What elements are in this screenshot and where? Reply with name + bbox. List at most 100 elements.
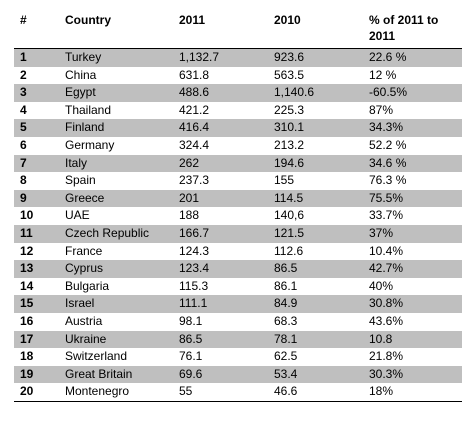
cell-rank: 3	[14, 84, 59, 102]
cell-2011: 324.4	[179, 137, 210, 152]
table-row: 18 Switzerland 76.1 62.5 21.8%	[14, 348, 462, 366]
cell-country: Germany	[65, 137, 115, 152]
cell-2011: 115.3	[179, 278, 209, 293]
cell-2010: 84.9	[268, 295, 363, 313]
table-row: 16 Austria 98.1 68.3 43.6%	[14, 313, 462, 331]
cell-2011: 76.1	[179, 349, 203, 364]
header-row: # Country 2011 2010 % of 2011 to 2011	[14, 10, 462, 49]
header-country: Country	[59, 10, 173, 49]
cell-percent-change: 87%	[369, 102, 394, 117]
cell-2011: 201	[173, 189, 268, 208]
cell-country: Turkey	[59, 48, 173, 67]
cell-2011: 111.1	[173, 295, 268, 313]
table-row: 2 China 631.8 563.5 12 %	[14, 67, 462, 85]
cell-percent-change: 33.7%	[369, 208, 404, 223]
cell-country: Cyprus	[59, 260, 173, 278]
cell-2010: 86.1	[274, 278, 298, 293]
header-percent-change: % of 2011 to 2011	[363, 10, 462, 49]
cell-country: Switzerland	[65, 349, 128, 364]
table-row: 20 Montenegro 55 46.6 18%	[14, 383, 462, 402]
cell-2011: 416.4	[173, 119, 268, 137]
table-header: # Country 2011 2010 % of 2011 to 2011	[14, 10, 462, 49]
cell-rank: 11	[14, 224, 59, 243]
cell-2010: 213.2	[274, 137, 305, 152]
table-row: 15 Israel 111.1 84.9 30.8%	[14, 295, 462, 313]
cell-2010: 563.5	[274, 67, 305, 82]
cell-2010: 923.6	[268, 48, 363, 67]
cell-country: Thailand	[65, 102, 112, 117]
cell-percent-change: 30.3%	[363, 365, 462, 384]
header-2011: 2011	[173, 10, 268, 49]
cell-2011: 123.4	[173, 260, 268, 278]
cell-rank: 2	[20, 67, 27, 82]
cell-rank: 20	[14, 383, 59, 402]
cell-2011: 488.6	[173, 84, 268, 102]
cell-country: Montenegro	[59, 383, 173, 402]
cell-2010: 78.1	[268, 330, 363, 349]
cell-2010: 1,140.6	[268, 84, 363, 102]
cell-rank: 19	[14, 365, 59, 384]
cell-rank: 8	[20, 173, 27, 188]
cell-percent-change: 76.3 %	[369, 173, 407, 188]
cell-country: Finland	[59, 119, 173, 137]
cell-2010: 68.3	[274, 313, 298, 328]
cell-percent-change: 30.8%	[363, 295, 462, 313]
table-row: 19 Great Britain 69.6 53.4 30.3%	[14, 365, 462, 384]
cell-rank: 9	[14, 189, 59, 208]
cell-2011: 421.2	[179, 102, 210, 117]
cell-percent-change: 52.2 %	[369, 137, 407, 152]
cell-rank: 4	[20, 102, 27, 117]
cell-2010: 310.1	[268, 119, 363, 137]
cell-2010: 194.6	[268, 154, 363, 173]
cell-rank: 6	[20, 137, 27, 152]
cell-2010: 112.6	[274, 243, 304, 258]
cell-2011: 631.8	[179, 67, 210, 82]
cell-2011: 124.3	[179, 243, 210, 258]
cell-country: Spain	[65, 173, 96, 188]
table-row: 8 Spain 237.3 155 76.3 %	[14, 172, 462, 190]
cell-2011: 188	[179, 208, 200, 223]
cell-percent-change: 43.6%	[369, 313, 404, 328]
cell-2010: 62.5	[274, 349, 298, 364]
cell-2010: 225.3	[274, 102, 305, 117]
table-row: 7 Italy 262 194.6 34.6 %	[14, 154, 462, 173]
table-body: 1 Turkey 1,132.7 923.6 22.6 % 2 China 631.8 563.…	[14, 48, 462, 402]
cell-percent-change: -60.5%	[363, 84, 462, 102]
cell-rank: 13	[14, 260, 59, 278]
cell-rank: 15	[14, 295, 59, 313]
table-row: 12 France 124.3 112.6 10.4%	[14, 243, 462, 261]
cell-country: UAE	[65, 208, 90, 223]
cell-rank: 18	[20, 349, 34, 364]
cell-2011: 262	[173, 154, 268, 173]
cell-country: Italy	[59, 154, 173, 173]
cell-country: Bulgaria	[65, 278, 110, 293]
cell-2011: 86.5	[173, 330, 268, 349]
table-row: 11 Czech Republic 166.7 121.5 37%	[14, 224, 462, 243]
cell-percent-change: 21.8%	[369, 349, 404, 364]
table-row: 10 UAE 188 140,6 33.7%	[14, 207, 462, 225]
cell-country: Israel	[59, 295, 173, 313]
cell-2011: 98.1	[179, 313, 203, 328]
cell-country: Egypt	[59, 84, 173, 102]
cell-country: Austria	[65, 313, 103, 328]
cell-percent-change: 10.4%	[369, 243, 404, 258]
cell-2011: 55	[173, 383, 268, 402]
cell-percent-change: 37%	[363, 224, 462, 243]
cell-rank: 12	[20, 243, 34, 258]
cell-2010: 46.6	[268, 383, 363, 402]
cell-2010: 86.5	[268, 260, 363, 278]
table-row: 14 Bulgaria 115.3 86.1 40%	[14, 278, 462, 296]
cell-rank: 5	[14, 119, 59, 137]
cell-country: Great Britain	[59, 365, 173, 384]
cell-percent-change: 40%	[369, 278, 394, 293]
cell-country: Ukraine	[59, 330, 173, 349]
cell-2010: 121.5	[268, 224, 363, 243]
cell-percent-change: 34.6 %	[363, 154, 462, 173]
cell-rank: 17	[14, 330, 59, 349]
table-row: 17 Ukraine 86.5 78.1 10.8	[14, 330, 462, 349]
table-row: 9 Greece 201 114.5 75.5%	[14, 189, 462, 208]
table-row: 3 Egypt 488.6 1,140.6 -60.5%	[14, 84, 462, 102]
cell-percent-change: 10.8	[363, 330, 462, 349]
cell-percent-change: 18%	[363, 383, 462, 402]
cell-rank: 7	[14, 154, 59, 173]
